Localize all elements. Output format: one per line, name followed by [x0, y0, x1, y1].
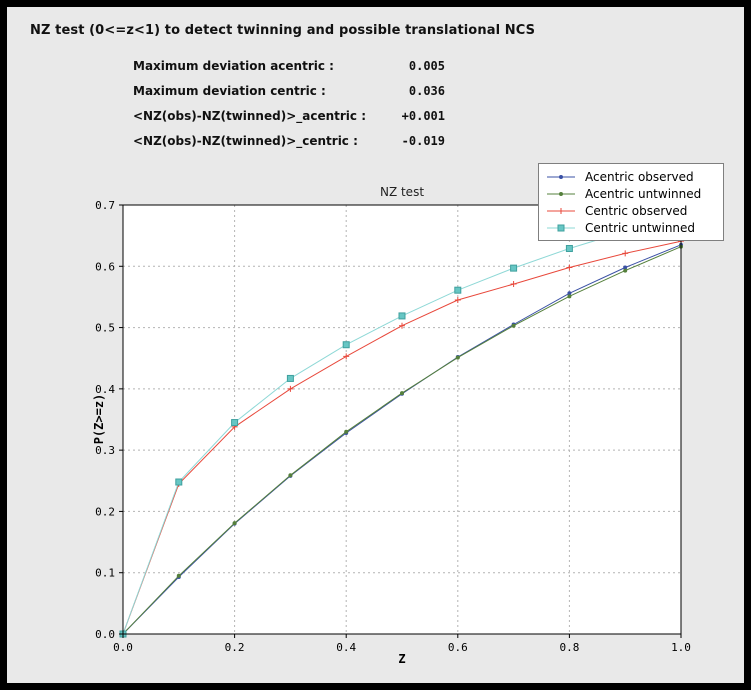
nz-test-chart: 0.0 0.2 0.4 0.6 0.8 1.0 0.0 0.1 0.2 0.3 0.4 0.5 0.6 0…	[95, 199, 691, 654]
legend-label: Centric untwinned	[585, 220, 696, 235]
svg-text:0.4: 0.4	[336, 641, 356, 654]
svg-text:0.8: 0.8	[559, 641, 579, 654]
svg-text:0.7: 0.7	[95, 199, 115, 212]
stat-value: -0.019	[401, 133, 445, 148]
stat-row: <NZ(obs)-NZ(twinned)>_centric : -0.019	[133, 128, 445, 153]
stat-row: <NZ(obs)-NZ(twinned)>_acentric : +0.001	[133, 103, 445, 128]
svg-text:0.6: 0.6	[95, 260, 115, 273]
legend-entry: Acentric untwinned	[545, 185, 717, 202]
legend-label: Centric observed	[585, 203, 688, 218]
legend-swatch	[547, 207, 575, 214]
stat-label: <NZ(obs)-NZ(twinned)>_acentric :	[133, 108, 366, 123]
x-axis-label: Z	[398, 652, 406, 666]
stat-label: Maximum deviation acentric :	[133, 58, 334, 73]
stats-block: Maximum deviation acentric : 0.005 Maxim…	[133, 53, 445, 153]
svg-text:0.1: 0.1	[95, 567, 115, 580]
chart-title: NZ test	[379, 185, 425, 199]
legend-swatch	[547, 191, 575, 196]
legend-entry: Centric observed	[545, 202, 717, 219]
legend-entry: Acentric observed	[545, 168, 717, 185]
svg-text:0.0: 0.0	[113, 641, 133, 654]
legend-label: Acentric untwinned	[585, 186, 702, 201]
svg-text:1.0: 1.0	[671, 641, 691, 654]
chart-area: 0.0 0.2 0.4 0.6 0.8 1.0 0.0 0.1 0.2 0.3 0.4 0.5 0.6 0…	[7, 155, 744, 683]
stat-value: +0.001	[401, 108, 445, 123]
legend: Acentric observed Acentric untwinned Cen…	[538, 163, 724, 241]
legend-swatch	[547, 174, 575, 179]
stat-label: Maximum deviation centric :	[133, 83, 326, 98]
svg-text:0.2: 0.2	[225, 641, 245, 654]
stat-value: 0.036	[408, 83, 445, 98]
svg-text:0.2: 0.2	[95, 505, 115, 518]
y-axis-label: P(Z>=z)	[92, 393, 106, 445]
svg-text:0.3: 0.3	[95, 444, 115, 457]
legend-entry: Centric untwinned	[545, 219, 717, 236]
svg-text:0.0: 0.0	[95, 628, 115, 641]
legend-swatch	[547, 224, 575, 231]
plot-window: NZ test (0<=z<1) to detect twinning and …	[7, 7, 744, 683]
stat-value: 0.005	[408, 58, 445, 73]
stat-row: Maximum deviation acentric : 0.005	[133, 53, 445, 78]
page-title: NZ test (0<=z<1) to detect twinning and …	[30, 23, 536, 38]
stat-row: Maximum deviation centric : 0.036	[133, 78, 445, 103]
legend-label: Acentric observed	[585, 169, 694, 184]
svg-text:0.5: 0.5	[95, 322, 115, 335]
stat-label: <NZ(obs)-NZ(twinned)>_centric :	[133, 133, 358, 148]
svg-text:0.6: 0.6	[448, 641, 468, 654]
svg-text:0.4: 0.4	[95, 383, 115, 396]
